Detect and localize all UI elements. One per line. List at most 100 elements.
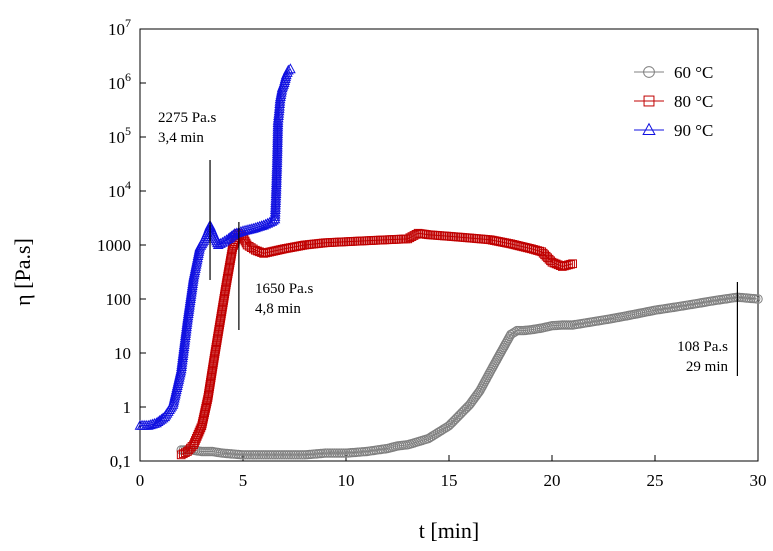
y-tick-label: 104 xyxy=(108,178,131,201)
x-tick-label: 0 xyxy=(136,471,145,490)
data-point xyxy=(456,408,467,418)
series-triangle xyxy=(134,63,296,430)
data-point xyxy=(249,450,260,460)
data-point xyxy=(450,414,461,424)
data-point xyxy=(334,448,344,458)
y-tick-label: 100 xyxy=(106,290,132,309)
y-tick-label: 1 xyxy=(123,398,132,417)
data-point xyxy=(320,448,331,458)
data-point xyxy=(273,110,284,120)
data-point xyxy=(241,238,251,248)
data-point xyxy=(460,404,470,415)
data-point xyxy=(455,409,465,420)
annotation: 1650 Pa.s 4,8 min xyxy=(238,222,314,330)
series-line xyxy=(181,296,759,456)
data-point xyxy=(543,253,552,263)
data-point xyxy=(274,100,285,111)
data-point xyxy=(272,450,283,460)
y-tick-label: 10 xyxy=(114,344,131,363)
y-tick-label: 1000 xyxy=(97,236,131,255)
x-tick-label: 25 xyxy=(647,471,664,490)
annotation-label: 108 Pa.s xyxy=(677,339,728,355)
data-point xyxy=(254,450,264,460)
y-tick-label: 0,1 xyxy=(110,452,131,471)
data-point xyxy=(332,448,342,458)
data-point xyxy=(279,450,289,460)
data-point xyxy=(290,450,301,460)
data-point xyxy=(452,412,462,423)
data-point xyxy=(272,114,284,125)
data-point xyxy=(270,450,280,460)
data-point xyxy=(541,251,551,261)
data-point xyxy=(152,416,164,427)
data-point xyxy=(261,450,271,460)
data-point xyxy=(142,419,154,430)
legend-label: 60 °C xyxy=(674,63,713,82)
data-point xyxy=(449,416,459,426)
data-point xyxy=(265,450,276,460)
data-point xyxy=(281,450,292,460)
data-point xyxy=(151,417,162,428)
annotation-label: 2275 Pa.s xyxy=(158,110,217,126)
data-point xyxy=(322,448,333,458)
legend-entry: 90 °C xyxy=(634,121,713,140)
data-point xyxy=(247,450,257,460)
legend-entry: 80 °C xyxy=(634,92,713,111)
data-point xyxy=(336,448,347,458)
data-point xyxy=(242,450,253,460)
legend-label: 90 °C xyxy=(674,121,713,140)
x-axis-label: t [min] xyxy=(419,518,480,543)
annotation-label: 1650 Pa.s xyxy=(255,281,314,297)
data-point xyxy=(537,247,547,257)
data-point xyxy=(538,248,548,258)
data-point xyxy=(325,448,335,458)
data-point xyxy=(223,232,234,243)
data-point xyxy=(297,450,308,460)
annotation-label: 29 min xyxy=(686,359,729,375)
data-point xyxy=(339,448,349,458)
y-tick-label: 106 xyxy=(108,70,131,93)
data-point xyxy=(284,63,296,74)
data-point xyxy=(245,450,255,460)
series-square xyxy=(176,228,577,460)
data-point xyxy=(154,414,166,425)
data-point xyxy=(447,417,457,428)
data-point xyxy=(568,259,577,269)
data-point xyxy=(286,450,296,460)
legend: 60 °C 80 °C 90 °C xyxy=(634,63,713,140)
y-tick-label: 105 xyxy=(108,124,131,147)
data-point xyxy=(274,450,285,460)
data-point xyxy=(327,448,337,458)
data-point xyxy=(144,419,156,430)
data-point xyxy=(258,450,269,460)
x-tick-label: 20 xyxy=(544,471,561,490)
data-point xyxy=(329,448,340,458)
axes: 0 5 10 15 20 25 30 0,1 1 10 100 1000 104 105 106 107 xyxy=(97,16,767,490)
data-point xyxy=(273,105,285,116)
x-tick-label: 5 xyxy=(239,471,248,490)
data-point xyxy=(444,421,454,431)
data-point xyxy=(264,216,276,227)
data-point xyxy=(272,112,284,123)
legend-label: 80 °C xyxy=(674,92,713,111)
data-point xyxy=(273,102,285,113)
annotation: 2275 Pa.s 3,4 min xyxy=(158,110,217,280)
data-point xyxy=(268,450,278,460)
y-axis-label: η [Pa.s] xyxy=(10,238,35,306)
series-circle xyxy=(176,292,763,460)
x-tick-label: 10 xyxy=(338,471,355,490)
data-point xyxy=(295,450,305,460)
data-point xyxy=(293,450,303,460)
annotation-layer: 2275 Pa.s 3,4 min 1650 Pa.s 4,8 min 108 Pa.s… xyxy=(158,110,739,376)
data-point xyxy=(540,250,549,260)
data-point xyxy=(157,412,169,423)
data-point xyxy=(753,294,763,304)
data-point xyxy=(458,406,468,416)
legend-entry: 60 °C xyxy=(634,63,713,82)
data-point xyxy=(277,450,287,460)
data-point xyxy=(238,450,248,460)
x-tick-label: 15 xyxy=(441,471,458,490)
data-point xyxy=(263,450,273,460)
data-point xyxy=(226,230,238,241)
annotation: 108 Pa.s 29 min xyxy=(677,282,739,376)
